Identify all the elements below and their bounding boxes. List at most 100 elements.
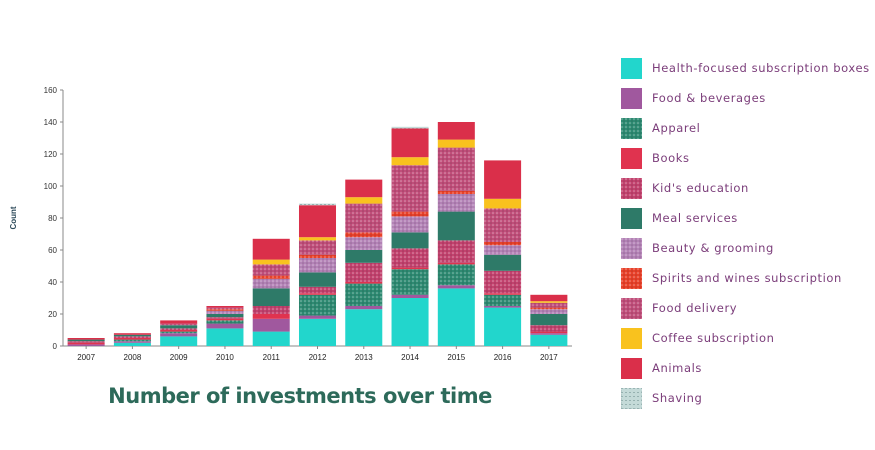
bar-segment-meal-services [298,272,337,287]
x-tick-label: 2017 [540,353,558,362]
bar-segment-food-delivery [484,208,522,242]
bar-segment-meal-services [67,339,105,342]
bar-segment-kid-s-education [345,262,383,282]
bar-stack-2008 [113,333,151,346]
y-axis: 0 20 40 60 80 100 120 140 160 [44,86,64,351]
bar-segment-animals [345,179,383,198]
legend-swatch [621,117,642,139]
bar-segment-books [298,293,337,295]
legend-item-apparel: Apparel [621,113,870,143]
bar-segment-food-delivery [530,302,568,308]
bar-segment-kid-s-education [67,341,105,343]
bar-segment-books [530,331,568,334]
x-tick-label: 2007 [77,353,95,362]
bar-segment-beauty-grooming [345,237,383,250]
y-tick-label: 140 [44,118,58,127]
legend: Health-focused subscription boxes Food & … [621,53,870,413]
bar-segment-food-delivery [298,240,337,255]
legend-swatch [621,297,642,319]
bar-segment-books [113,338,151,340]
bar-segment-health-focused-subscription-boxes [437,288,475,346]
legend-item-beauty-grooming: Beauty & grooming [621,233,870,263]
legend-item-health-focused-subscription-boxes: Health-focused subscription boxes [621,53,870,83]
bar-segment-spirits-and-wines-subscription [530,307,568,310]
legend-label: Food delivery [652,301,738,315]
bar-segment-meal-services [160,325,198,329]
bar-segment-food-delivery [160,323,198,326]
legend-item-food-beverages: Food & beverages [621,83,870,113]
bar-stack-2015 [437,122,475,346]
bar-segment-animals [298,205,337,238]
bar-stack-2007 [67,338,105,346]
y-tick-label: 40 [48,278,57,287]
bar-segment-meal-services [437,211,475,241]
x-tick-label: 2008 [124,353,142,362]
y-tick-label: 100 [44,182,58,191]
bar-segment-food-beverages [437,285,475,289]
legend-swatch [621,267,642,289]
bar-segment-food-beverages [391,294,429,298]
bar-segment-food-beverages [113,341,151,343]
legend-item-books: Books [621,143,870,173]
bar-segment-apparel [437,264,475,286]
bar-segment-kid-s-education [437,240,475,263]
bar-segment-food-beverages [484,306,522,308]
bar-segment-meal-services [206,314,244,318]
legend-item-kid-s-education: Kid's education [621,173,870,203]
bar-segment-books [437,262,475,265]
x-axis: 2007 2008 2009 2010 2011 2012 2013 2014 2015 2016… [63,345,572,362]
bar-segment-apparel [113,339,151,342]
legend-label: Spirits and wines subscription [652,271,842,285]
bar-segment-apparel [345,283,383,306]
bar-segment-shaving [391,126,429,129]
bar-segment-coffee-subscription [530,301,568,303]
legend-swatch [621,147,642,169]
x-tick-label: 2013 [355,353,373,362]
x-tick-label: 2009 [170,353,188,362]
bar-segment-food-delivery [206,307,244,310]
bar-segment-health-focused-subscription-boxes [391,298,429,346]
bar-segment-beauty-grooming [530,309,568,314]
bar-segment-food-beverages [67,344,105,346]
bar-segment-food-beverages [252,318,290,332]
bar-segment-health-focused-subscription-boxes [484,307,522,346]
bar-segment-meal-services [484,254,522,271]
bar-segment-health-focused-subscription-boxes [160,336,198,346]
bar-stack-2011 [252,238,290,346]
bar-segment-meal-services [345,250,383,263]
bar-segment-books [252,314,290,319]
x-tick-label: 2010 [216,353,234,362]
bar-segment-spirits-and-wines-subscription [345,232,383,238]
legend-swatch [621,357,642,379]
bar-segment-meal-services [252,288,290,306]
bar-segment-spirits-and-wines-subscription [298,254,337,258]
y-tick-label: 0 [53,342,58,351]
bar-segment-health-focused-subscription-boxes [298,318,337,346]
bar-segment-animals [113,333,151,335]
legend-swatch [621,237,642,259]
bar-segment-beauty-grooming [437,194,475,212]
bar-segment-meal-services [530,314,568,326]
bar-segment-health-focused-subscription-boxes [345,309,383,346]
bar-segment-animals [206,306,244,308]
bar-segment-spirits-and-wines-subscription [391,211,429,217]
y-tick-label: 120 [44,150,58,159]
bar-segment-food-beverages [160,333,198,337]
legend-label: Meal services [652,211,738,225]
bar-segment-animals [530,294,568,302]
y-tick-label: 160 [44,86,58,95]
bar-stack-2012 [298,203,337,346]
chart-title: Number of investments over time [108,384,492,408]
legend-label: Apparel [652,121,701,135]
legend-label: Health-focused subscription boxes [652,61,870,75]
legend-item-coffee-subscription: Coffee subscription [621,323,870,353]
bar-segment-spirits-and-wines-subscription [206,309,244,311]
legend-label: Beauty & grooming [652,241,774,255]
bar-segment-health-focused-subscription-boxes [206,328,244,346]
bar-stack-2013 [345,179,383,346]
legend-item-animals: Animals [621,353,870,383]
legend-item-food-delivery: Food delivery [621,293,870,323]
legend-swatch [621,57,642,79]
legend-swatch [621,207,642,229]
bar-segment-apparel [206,320,244,324]
